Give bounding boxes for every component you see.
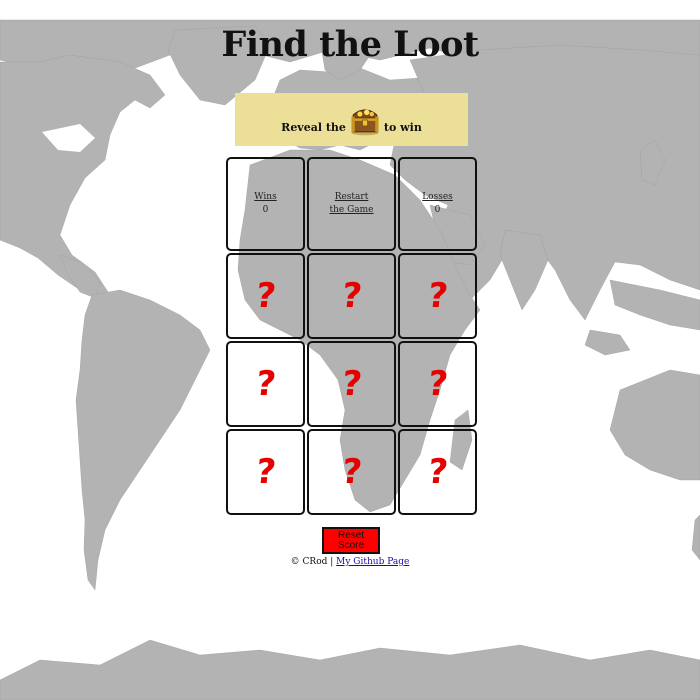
instruction-banner: Reveal the to win (235, 93, 468, 146)
losses-cell: Losses 0 (398, 157, 477, 251)
door-cell-9[interactable]: ? (398, 429, 477, 515)
wins-cell: Wins 0 (226, 157, 305, 251)
reset-score-button[interactable]: Reset Score (322, 527, 380, 554)
losses-value: 0 (434, 205, 441, 215)
question-mark-icon: ? (253, 452, 278, 492)
question-mark-icon: ? (253, 276, 278, 316)
door-cell-7[interactable]: ? (226, 429, 305, 515)
restart-cell[interactable]: Restart the Game (307, 157, 396, 251)
door-cell-5[interactable]: ? (307, 341, 396, 427)
door-cell-3[interactable]: ? (398, 253, 477, 339)
restart-link-line2[interactable]: the Game (329, 205, 374, 215)
github-link[interactable]: My Github Page (336, 557, 410, 567)
door-cell-1[interactable]: ? (226, 253, 305, 339)
question-mark-icon: ? (425, 364, 450, 404)
door-cell-4[interactable]: ? (226, 341, 305, 427)
question-mark-icon: ? (253, 364, 278, 404)
losses-label: Losses (422, 192, 453, 202)
question-mark-icon: ? (425, 452, 450, 492)
wins-value: 0 (262, 205, 269, 215)
instruction-text-before: Reveal the (281, 121, 346, 134)
page-title: Find the Loot (221, 24, 479, 65)
door-cell-6[interactable]: ? (398, 341, 477, 427)
instruction-text-after: to win (383, 121, 422, 134)
footer-credit: © CRod | (290, 557, 337, 567)
wins-label: Wins (254, 192, 277, 202)
question-mark-icon: ? (339, 364, 364, 404)
restart-link-line1[interactable]: Restart (334, 192, 369, 202)
question-mark-icon: ? (339, 452, 364, 492)
treasure-chest-icon (351, 108, 379, 135)
game-board: Wins 0 Restart the Game Losses 0 ? ? ? ?… (226, 157, 477, 517)
question-mark-icon: ? (425, 276, 450, 316)
question-mark-icon: ? (339, 276, 364, 316)
footer: © CRod | My Github Page (0, 557, 700, 567)
door-cell-8[interactable]: ? (307, 429, 396, 515)
door-cell-2[interactable]: ? (307, 253, 396, 339)
